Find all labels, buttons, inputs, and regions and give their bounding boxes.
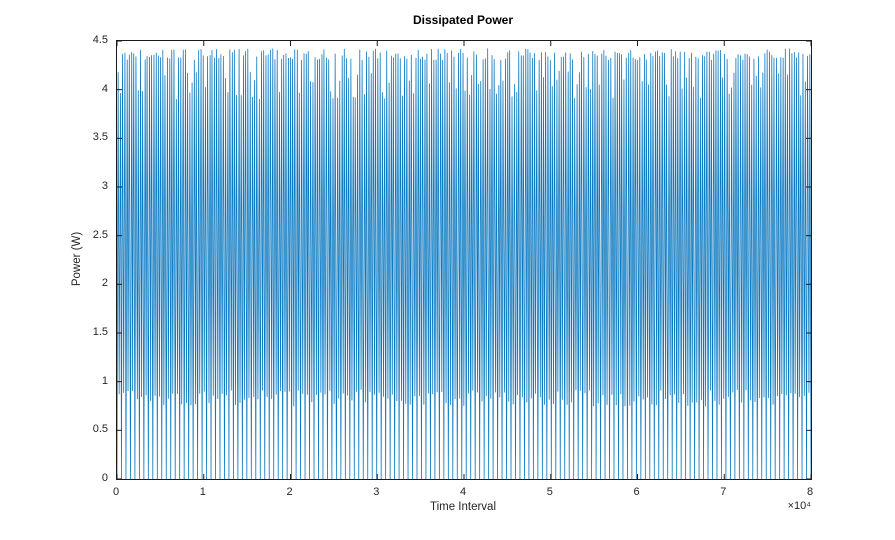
x-tick-label: 3 bbox=[373, 486, 380, 498]
y-tick-label: 1.5 bbox=[92, 326, 108, 338]
y-tick-label: 0 bbox=[101, 472, 108, 484]
x-tick-label: 7 bbox=[720, 486, 727, 498]
y-tick-label: 3 bbox=[101, 180, 108, 192]
x-tick-label: 1 bbox=[199, 486, 206, 498]
y-tick-label: 4.5 bbox=[92, 34, 108, 46]
x-axis-label: Time Interval bbox=[429, 501, 497, 513]
y-tick-label: 4 bbox=[101, 82, 108, 95]
x-tick-label: 6 bbox=[633, 486, 640, 498]
y-tick-label: 3.5 bbox=[92, 131, 108, 144]
x-tick-label: 2 bbox=[286, 486, 293, 498]
power-series-line bbox=[117, 48, 811, 479]
plot-area bbox=[116, 40, 812, 480]
axis-tick-marks bbox=[117, 41, 811, 479]
y-tick-label: 2.5 bbox=[92, 228, 108, 241]
x-tick-label: 0 bbox=[112, 486, 120, 498]
plot-canvas bbox=[117, 41, 811, 479]
x-tick-label: 4 bbox=[459, 486, 467, 498]
y-tick-label: 0.5 bbox=[92, 423, 108, 436]
x-tick-label: 5 bbox=[546, 486, 553, 498]
y-tick-label: 2 bbox=[101, 277, 108, 290]
y-tick-label: 1 bbox=[101, 374, 108, 387]
chart-title: Dissipated Power bbox=[412, 13, 514, 27]
axis-exponent-label: ×10⁴ bbox=[787, 500, 811, 512]
x-tick-label: 8 bbox=[806, 486, 814, 498]
